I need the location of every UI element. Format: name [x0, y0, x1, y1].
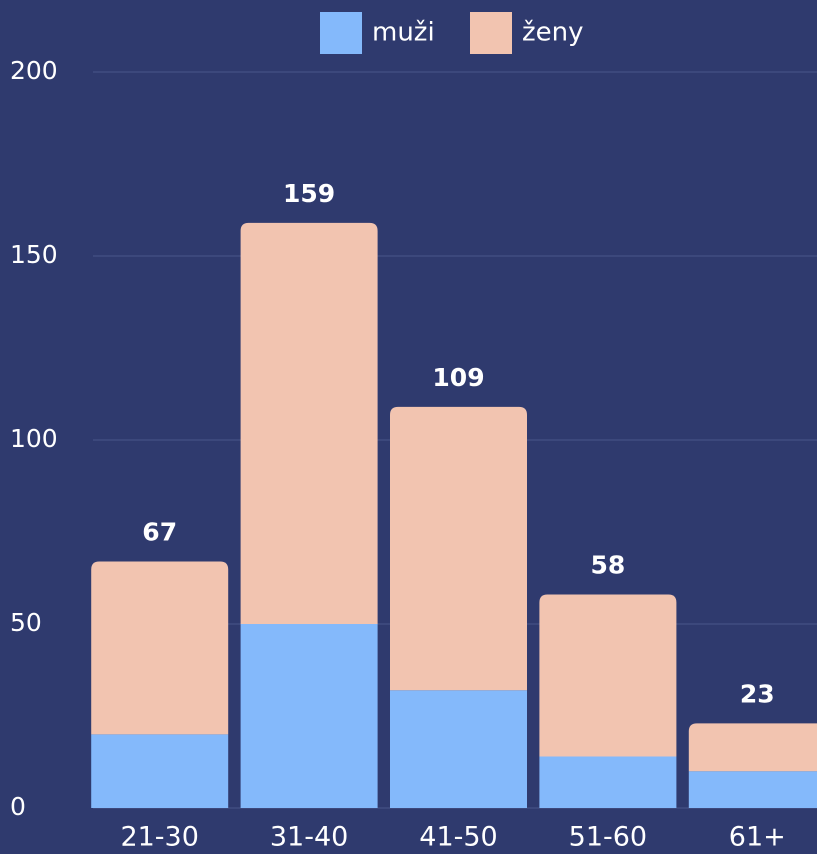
x-tick-label: 41-50 — [419, 822, 497, 853]
y-tick-label: 200 — [10, 56, 58, 85]
bar-segment — [91, 561, 229, 735]
legend-swatch — [470, 12, 512, 54]
y-tick-label: 100 — [10, 424, 58, 453]
y-tick-label: 0 — [10, 792, 26, 821]
x-tick-label: 51-60 — [569, 822, 647, 853]
y-tick-label: 50 — [10, 608, 42, 637]
total-label: 159 — [283, 179, 335, 208]
legend-label: muži — [372, 18, 435, 48]
y-tick-label: 150 — [10, 240, 58, 269]
bar-segment — [688, 771, 817, 808]
bar-segment — [390, 690, 527, 808]
total-label: 109 — [432, 363, 484, 392]
bar-segment — [390, 406, 527, 691]
x-tick-label: 61+ — [729, 822, 786, 853]
legend-label: ženy — [522, 18, 584, 48]
legend-swatch — [320, 12, 362, 54]
x-tick-label: 31-40 — [270, 822, 348, 853]
bar-segment — [539, 756, 677, 808]
total-label: 67 — [142, 517, 177, 546]
bar-segment — [91, 734, 229, 808]
x-tick-label: 21-30 — [120, 822, 198, 853]
bar-segment — [240, 624, 378, 808]
bar-segment — [688, 723, 817, 772]
bar-segment — [539, 594, 677, 757]
total-label: 58 — [591, 551, 626, 580]
bar-segment — [240, 222, 378, 624]
total-label: 23 — [740, 679, 775, 708]
